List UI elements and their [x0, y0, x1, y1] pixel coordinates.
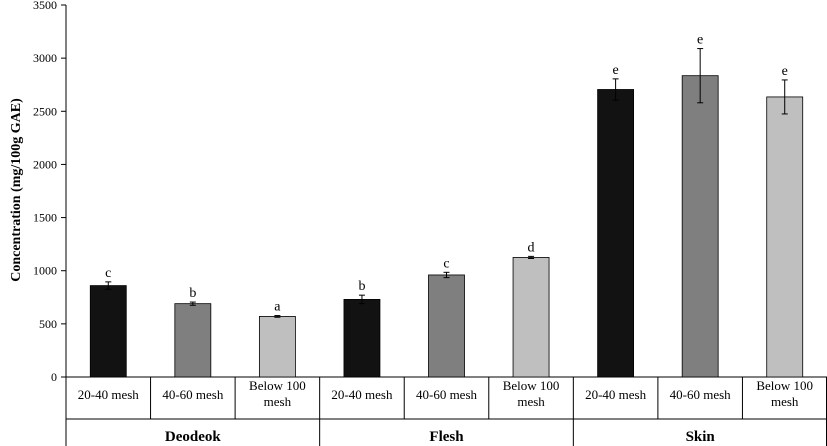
- y-axis-label: Concentration (mg/100g GAE): [9, 98, 24, 282]
- x-tick-label: 20-40 mesh: [331, 387, 393, 402]
- significance-letter: e: [697, 33, 703, 48]
- x-group-label: Flesh: [429, 429, 464, 445]
- x-tick-label: 40-60 mesh: [416, 387, 478, 402]
- y-tick-label: 3000: [33, 51, 57, 65]
- y-tick-label: 2000: [33, 157, 57, 171]
- y-tick-label: 2500: [33, 104, 57, 118]
- bar: [89, 285, 127, 378]
- plot-area: 0 500 1000 1500 2000 2500 3000 3500 c 20-40 mesh b…: [33, 0, 827, 446]
- x-tick-label: Below 100: [249, 378, 306, 393]
- significance-letter: a: [274, 300, 281, 315]
- x-tick-label: 20-40 mesh: [78, 387, 140, 402]
- bar: [681, 75, 719, 378]
- x-tick-label: mesh: [517, 394, 545, 409]
- x-tick-label: 40-60 mesh: [670, 387, 732, 402]
- x-tick-label: mesh: [264, 394, 292, 409]
- y-tick-label: 1500: [33, 211, 57, 225]
- y-tick-label: 3500: [33, 0, 57, 12]
- bar: [597, 89, 635, 378]
- significance-letter: c: [105, 266, 111, 281]
- x-group-label: Deodeok: [165, 429, 221, 445]
- x-tick-label: 20-40 mesh: [585, 387, 647, 402]
- bar: [512, 257, 550, 378]
- y-tick-label: 0: [51, 370, 57, 384]
- x-tick-label: Below 100: [756, 378, 813, 393]
- significance-letter: b: [358, 279, 365, 294]
- x-tick-label: mesh: [771, 394, 799, 409]
- y-tick-label: 500: [39, 317, 57, 331]
- significance-letter: c: [443, 256, 449, 271]
- bar: [258, 316, 296, 378]
- x-tick-label: 40-60 mesh: [162, 387, 224, 402]
- x-group-label: Skin: [686, 429, 716, 445]
- bar: [766, 96, 804, 378]
- y-tick-label: 1000: [33, 264, 57, 278]
- bar: [428, 274, 465, 378]
- bar: [343, 299, 381, 378]
- significance-letter: b: [189, 286, 196, 301]
- significance-letter: e: [782, 64, 788, 79]
- bar: [174, 303, 212, 378]
- significance-letter: d: [528, 240, 535, 255]
- significance-letter: e: [613, 63, 619, 78]
- x-tick-label: Below 100: [503, 378, 560, 393]
